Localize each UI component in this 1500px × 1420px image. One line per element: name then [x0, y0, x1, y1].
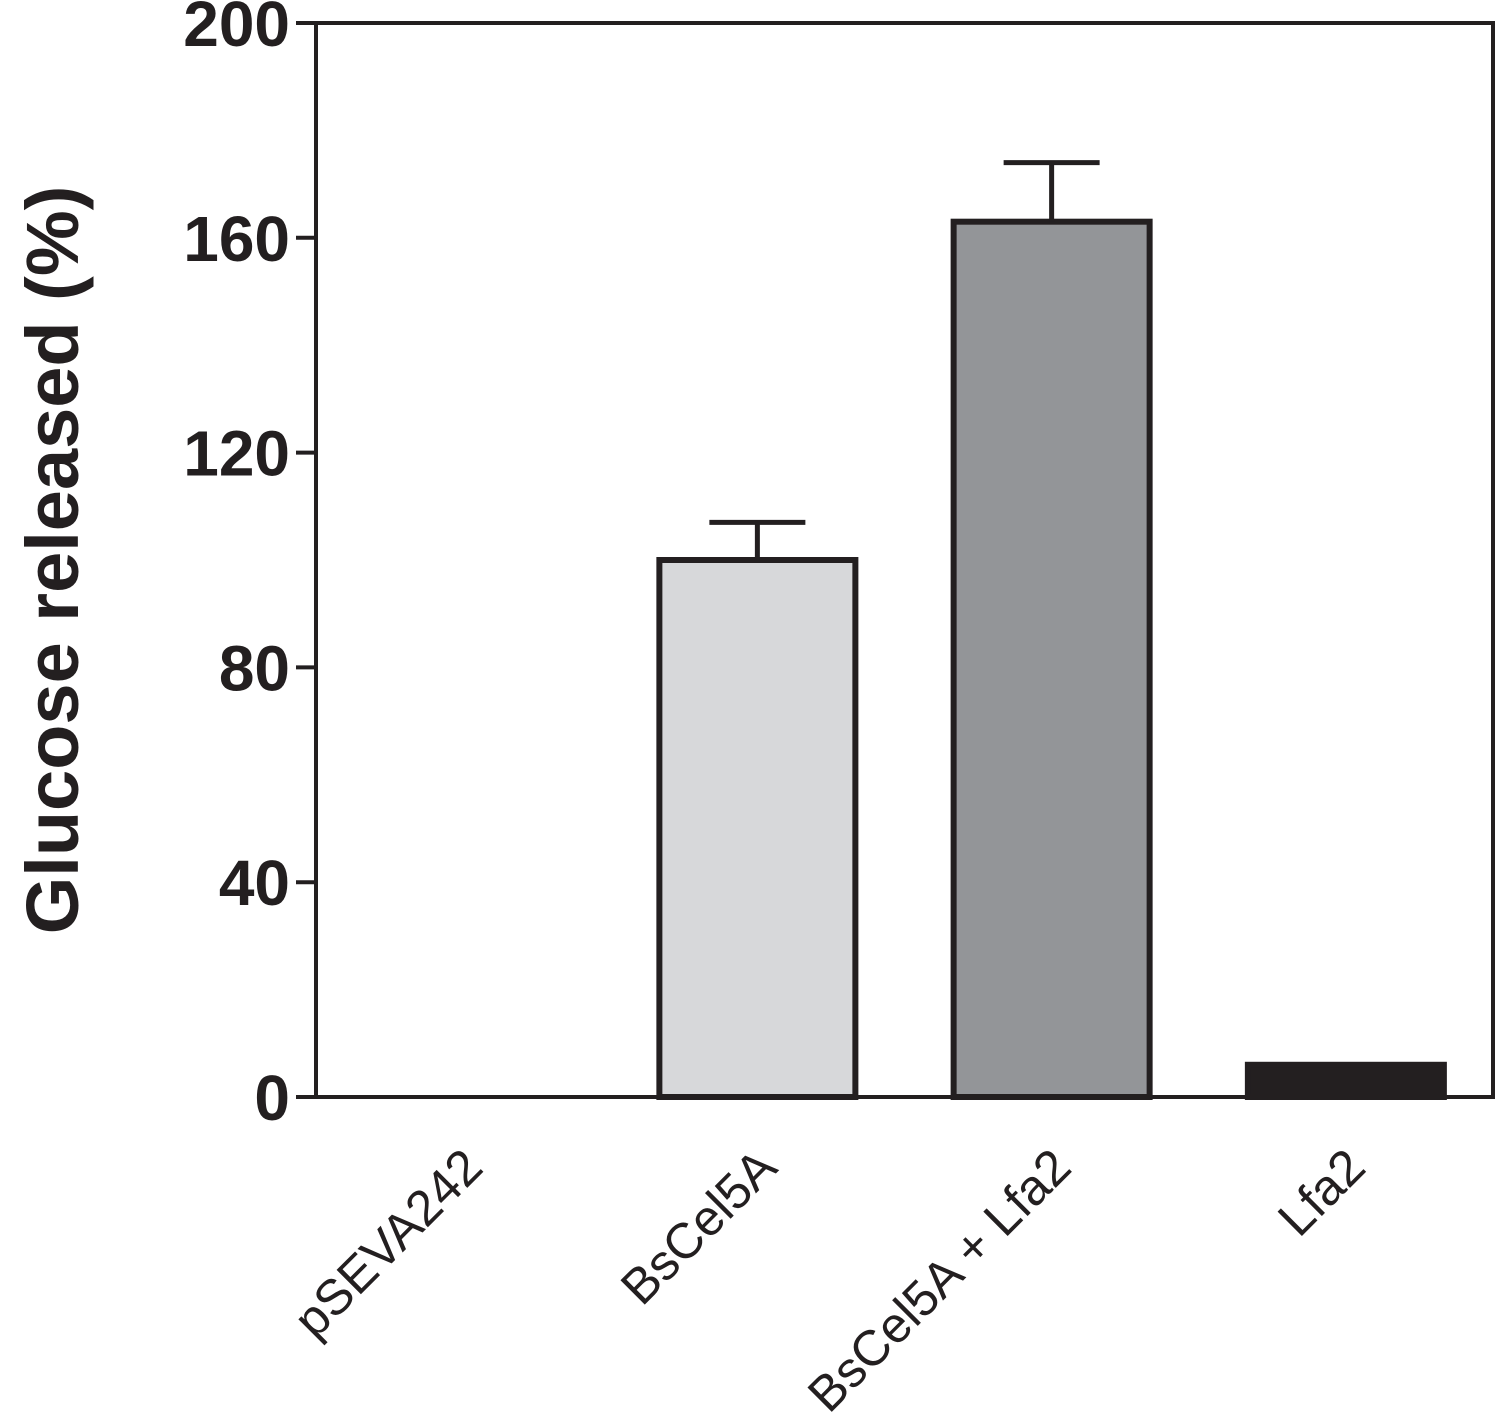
x-tick-label-bscel5a: BsCel5A	[610, 1138, 788, 1316]
x-tick-label-pseva242: pSEVA242	[283, 1138, 493, 1348]
plot-frame	[314, 21, 1495, 1099]
error-bars-layer	[709, 160, 1100, 560]
bar-lfa2	[1244, 1061, 1447, 1101]
y-tick-label-0: 0	[254, 1062, 290, 1134]
x-axis-category-labels: pSEVA242 BsCel5A BsCel5A + Lfa2 Lfa2	[283, 1138, 1376, 1420]
x-tick-label-bscel5a-lfa2: BsCel5A + Lfa2	[797, 1138, 1081, 1420]
y-tick-label-120: 120	[183, 418, 290, 490]
y-tick-label-80: 80	[219, 632, 290, 704]
x-tick-label-lfa2: Lfa2	[1267, 1138, 1375, 1246]
bar-bscel5a	[656, 557, 859, 1100]
bars-layer	[656, 218, 1447, 1101]
y-tick-label-200: 200	[183, 0, 290, 60]
y-tick-label-40: 40	[219, 847, 290, 919]
y-tick-label-160: 160	[183, 203, 290, 275]
y-axis-title: Glucose released (%)	[11, 186, 94, 935]
bar-bscel5a-lfa2	[950, 218, 1153, 1100]
y-axis: 0 40 80 120 160 200	[183, 0, 316, 1134]
